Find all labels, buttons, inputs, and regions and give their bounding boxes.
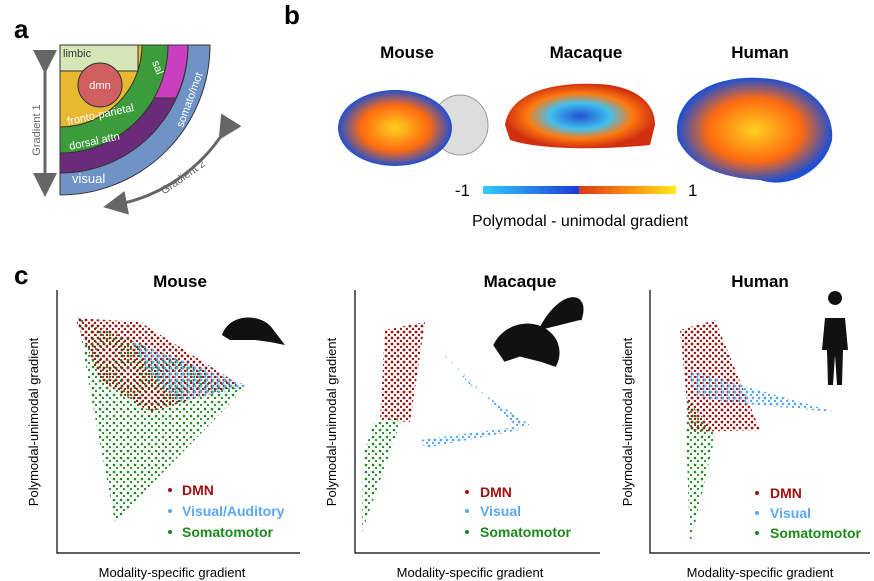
- legend-entry: Somatomotor: [182, 524, 274, 540]
- legend-entry: DMN: [480, 484, 512, 500]
- y-axis-label: Polymodal-unimodal gradient: [620, 337, 635, 506]
- species-title: Macaque: [550, 43, 623, 62]
- brain: [505, 84, 655, 148]
- region-label: limbic: [63, 48, 92, 60]
- legend-marker: [465, 490, 469, 494]
- species-title: Human: [731, 43, 789, 62]
- legend-entry: Visual: [770, 505, 811, 521]
- legend-entry: Visual/Auditory: [182, 503, 285, 519]
- x-axis-label: Modality-specific gradient: [99, 565, 246, 580]
- colorbar-label: Polymodal - unimodal gradient: [472, 213, 689, 230]
- legend-marker: [755, 491, 759, 495]
- figure: a limbic dmn sal fronto-parietal somato/…: [0, 0, 874, 581]
- plot-title: Macaque: [484, 272, 557, 291]
- human-icon: [822, 291, 848, 385]
- gradient-label: Gradient 1: [31, 104, 43, 155]
- mouse-icon: [222, 318, 285, 345]
- point-cloud: [362, 418, 402, 532]
- point-cloud: [380, 322, 425, 422]
- brain: [338, 90, 452, 166]
- plot-title: Human: [731, 272, 789, 291]
- panel-label: a: [14, 14, 29, 44]
- legend-marker: [465, 509, 469, 513]
- legend-entry: Somatomotor: [770, 525, 862, 541]
- legend-entry: DMN: [182, 482, 214, 498]
- colorbar-min: -1: [455, 181, 470, 200]
- region-label: dmn: [89, 80, 110, 92]
- legend-marker: [465, 530, 469, 534]
- panel-label: b: [284, 0, 300, 30]
- colorbar: [483, 186, 579, 194]
- legend-entry: Visual: [480, 503, 521, 519]
- x-axis-label: Modality-specific gradient: [687, 565, 834, 580]
- colorbar-max: 1: [688, 181, 697, 200]
- legend-marker: [168, 509, 172, 513]
- legend-entry: DMN: [770, 485, 802, 501]
- colorbar: [579, 186, 676, 194]
- plot-title: Mouse: [153, 272, 207, 291]
- monkey-icon: [495, 299, 582, 365]
- legend-marker: [168, 530, 172, 534]
- legend-marker: [168, 488, 172, 492]
- gradient-label: Gradient 2: [159, 158, 208, 197]
- y-axis-label: Polymodal-unimodal gradient: [324, 337, 339, 506]
- legend-entry: Somatomotor: [480, 524, 572, 540]
- legend-marker: [755, 531, 759, 535]
- point-cloud: [420, 350, 530, 448]
- legend-marker: [755, 511, 759, 515]
- panel-label: c: [14, 260, 28, 290]
- x-axis-label: Modality-specific gradient: [397, 565, 544, 580]
- region-label: visual: [72, 171, 105, 186]
- y-axis-label: Polymodal-unimodal gradient: [26, 337, 41, 506]
- brain: [677, 78, 832, 183]
- species-title: Mouse: [380, 43, 434, 62]
